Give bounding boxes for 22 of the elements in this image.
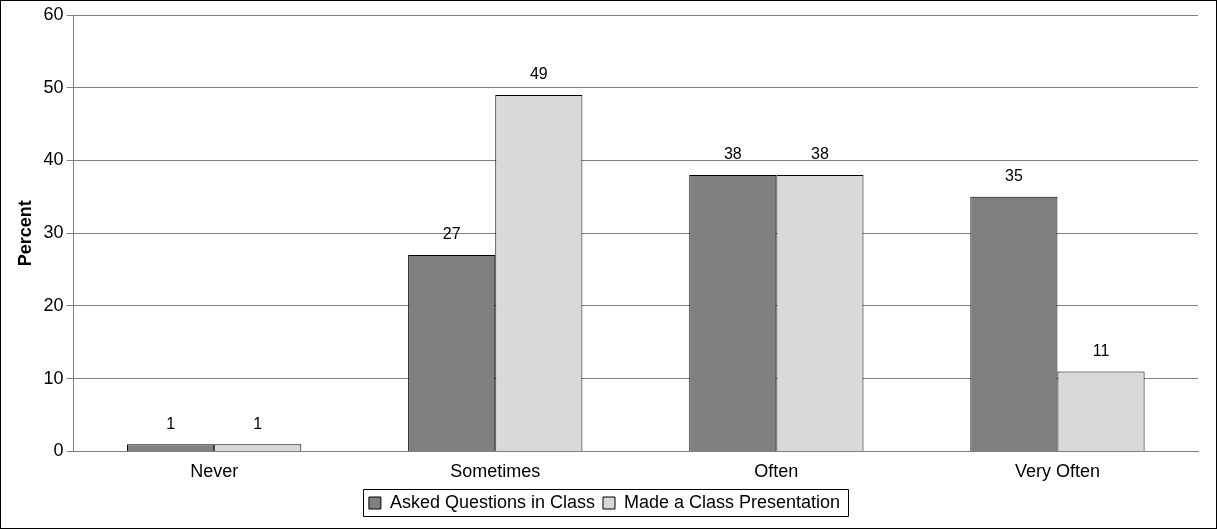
- legend-label: Asked Questions in Class: [389, 491, 595, 512]
- data-label: 1: [166, 414, 176, 432]
- y-tick-label: 20: [43, 294, 64, 315]
- data-label: 38: [723, 145, 742, 163]
- data-label: 35: [1004, 167, 1023, 185]
- legend-label: Made a Class Presentation: [623, 491, 841, 512]
- y-tick-label: 30: [43, 222, 64, 243]
- data-label: 1: [253, 414, 263, 432]
- x-tick-label: Very Often: [1014, 461, 1100, 482]
- x-tick-label: Often: [754, 461, 799, 482]
- data-label: 38: [811, 145, 829, 163]
- data-label: 27: [442, 225, 461, 243]
- y-tick-label: 40: [43, 149, 64, 170]
- data-label: 11: [1092, 341, 1110, 359]
- x-tick-label: Never: [190, 461, 239, 482]
- data-label: 49: [529, 65, 548, 83]
- y-tick-label: 10: [43, 367, 64, 388]
- y-tick-label: 0: [53, 440, 64, 461]
- y-tick-label: 50: [43, 76, 64, 97]
- x-tick-label: Sometimes: [450, 461, 541, 482]
- y-tick-label: 60: [43, 3, 64, 24]
- y-axis-title: Percent: [14, 200, 35, 267]
